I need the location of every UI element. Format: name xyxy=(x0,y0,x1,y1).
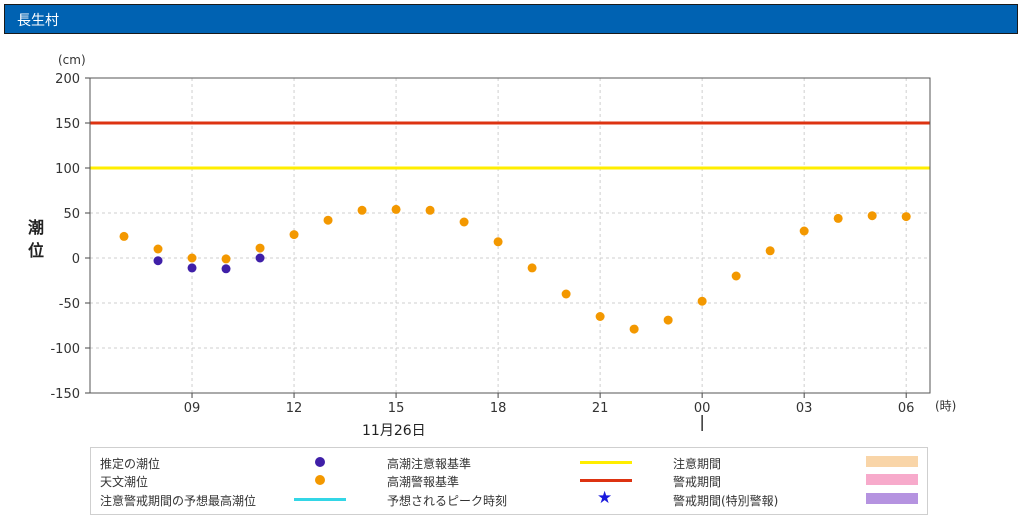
x-tick-label: 21 xyxy=(592,401,609,416)
data-point xyxy=(187,263,197,273)
data-point xyxy=(765,246,775,256)
y-tick-label: -50 xyxy=(59,297,80,312)
legend-predicted-max-line xyxy=(294,498,346,501)
legend: 推定の潮位 天文潮位 注意警戒期間の予想最高潮位 高潮注意報基準 高潮警報基準 … xyxy=(90,447,928,515)
data-point xyxy=(289,230,299,240)
y-tick-label: 100 xyxy=(55,162,80,177)
y-axis-title-2: 位 xyxy=(28,241,44,260)
plot-frame xyxy=(89,77,931,394)
data-point xyxy=(527,263,537,273)
data-point xyxy=(629,324,639,334)
data-point xyxy=(391,204,401,214)
x-tick-label: 03 xyxy=(796,401,813,416)
location-title: 長生村 xyxy=(17,13,59,29)
data-point xyxy=(153,256,163,266)
title-bar: 長生村 xyxy=(4,4,1018,34)
data-point xyxy=(595,312,605,321)
data-point xyxy=(255,253,265,263)
x-unit-label: (時) xyxy=(935,399,956,413)
y-tick-label: 0 xyxy=(72,252,80,267)
legend-special-warning-period-label: 警戒期間(特別警報) xyxy=(673,494,779,508)
data-point xyxy=(221,264,231,274)
threshold-lines xyxy=(90,121,930,170)
legend-astronomical-label: 天文潮位 xyxy=(100,475,149,489)
date-label: 11月26日 xyxy=(362,423,426,439)
legend-advisory-period-swatch xyxy=(866,456,918,467)
x-tick-label: 12 xyxy=(286,401,303,416)
star-icon: ★ xyxy=(597,488,613,508)
legend-warning-period-label: 警戒期間 xyxy=(673,475,722,489)
data-point xyxy=(731,271,741,281)
data-point xyxy=(357,205,367,215)
data-point xyxy=(119,231,129,241)
y-tick-label: 150 xyxy=(55,117,80,132)
legend-predicted-max-label: 注意警戒期間の予想最高潮位 xyxy=(100,494,257,508)
data-points xyxy=(119,204,911,334)
data-point xyxy=(459,217,469,227)
data-point xyxy=(697,296,707,306)
axes: 200 150 100 50 0 -50 -100 -150 09 12 15 18 21 00 03 06 xyxy=(50,72,931,431)
y-tick-label: 50 xyxy=(63,207,80,222)
data-point xyxy=(901,212,911,222)
legend-warning-level-label: 高潮警報基準 xyxy=(387,475,460,489)
x-tick-label: 15 xyxy=(388,401,405,416)
legend-warning-period-swatch xyxy=(866,474,918,485)
legend-advisory-level-label: 高潮注意報基準 xyxy=(387,457,472,471)
data-point xyxy=(187,253,197,263)
legend-warning-level-line xyxy=(580,479,632,482)
legend-estimated-marker xyxy=(315,457,325,467)
data-point xyxy=(663,315,673,325)
legend-advisory-level-line xyxy=(580,461,632,464)
x-tick-label: 00 xyxy=(694,401,711,416)
data-point xyxy=(425,205,435,215)
y-axis-title-1: 潮 xyxy=(28,218,44,237)
x-tick-label: 18 xyxy=(490,401,507,416)
legend-peak-time-label: 予想されるピーク時刻 xyxy=(387,494,508,508)
data-point xyxy=(799,226,809,236)
data-point xyxy=(867,211,877,221)
data-point xyxy=(833,213,843,223)
data-point xyxy=(561,289,571,299)
y-unit-label: (cm) xyxy=(58,53,86,67)
data-point xyxy=(255,243,265,253)
data-point xyxy=(323,215,333,225)
data-point xyxy=(493,237,503,247)
grid xyxy=(90,77,930,394)
x-tick-label: 09 xyxy=(184,401,201,416)
y-tick-label: 200 xyxy=(55,72,80,87)
legend-estimated-label: 推定の潮位 xyxy=(100,457,161,471)
y-tick-label: -100 xyxy=(50,342,80,357)
data-point xyxy=(153,244,163,254)
legend-special-warning-period-swatch xyxy=(866,493,918,504)
legend-astronomical-marker xyxy=(315,475,325,485)
y-tick-label: -150 xyxy=(50,387,80,402)
x-tick-label: 06 xyxy=(898,401,915,416)
data-point xyxy=(221,254,231,264)
legend-advisory-period-label: 注意期間 xyxy=(673,457,722,471)
